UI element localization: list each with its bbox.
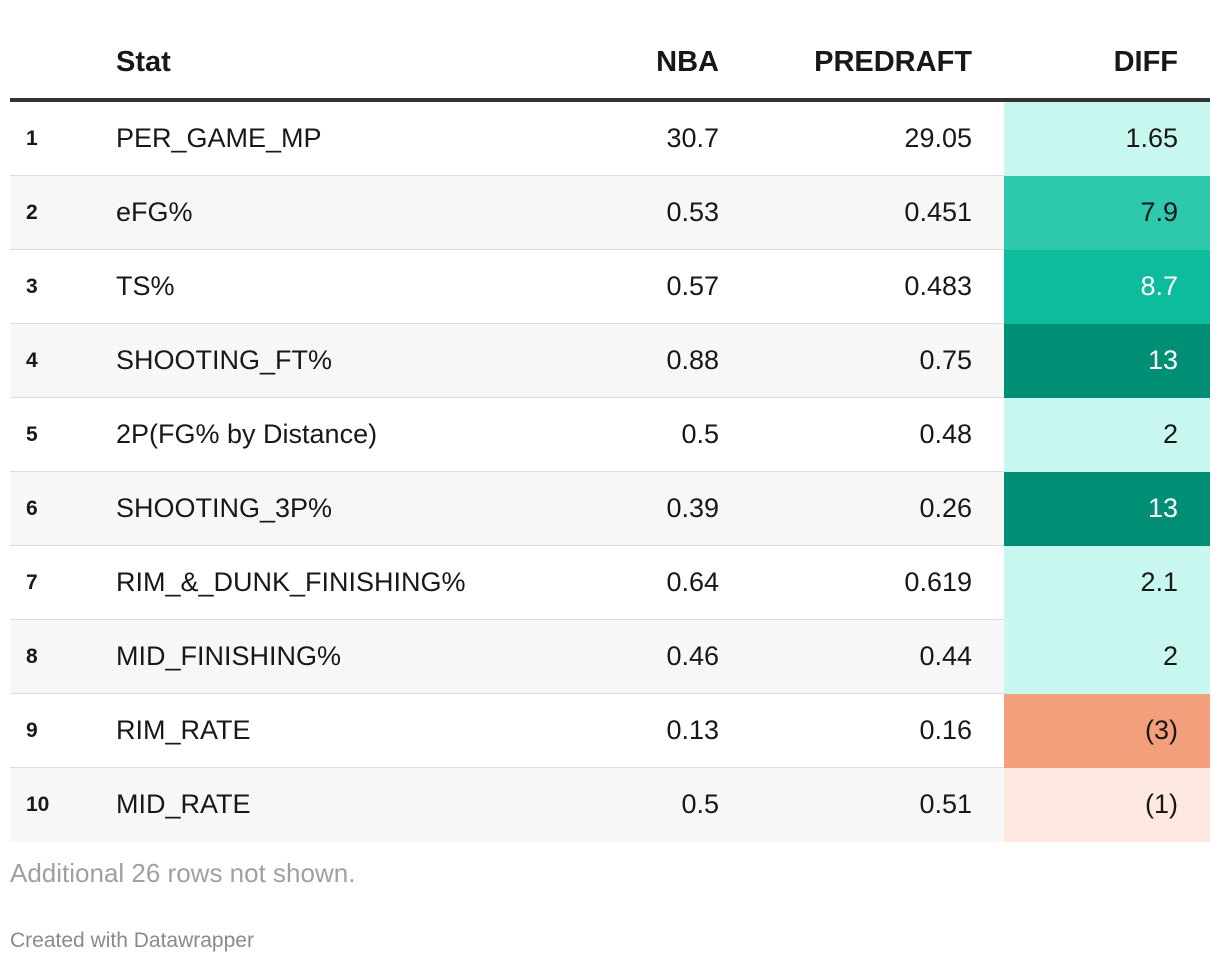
row-stat: MID_FINISHING%	[116, 619, 536, 694]
header-stat[interactable]: Stat	[116, 27, 536, 102]
row-rank: 9	[10, 693, 116, 768]
row-diff: (1)	[1004, 767, 1210, 842]
header-rank	[10, 27, 116, 102]
row-rank: 2	[10, 175, 116, 250]
row-rank: 5	[10, 397, 116, 472]
row-rank: 6	[10, 471, 116, 546]
row-diff: 7.9	[1004, 175, 1210, 250]
row-nba: 0.5	[536, 767, 719, 842]
row-diff: 13	[1004, 471, 1210, 546]
table-row: 2 eFG% 0.53 0.451 7.9	[10, 175, 1210, 250]
row-predraft: 0.75	[719, 323, 1004, 398]
row-rank: 3	[10, 249, 116, 324]
row-predraft: 0.48	[719, 397, 1004, 472]
table-row: 4 SHOOTING_FT% 0.88 0.75 13	[10, 323, 1210, 398]
row-diff: 1.65	[1004, 100, 1210, 176]
row-diff: 2	[1004, 619, 1210, 694]
row-stat: 2P(FG% by Distance)	[116, 397, 536, 472]
row-diff: 8.7	[1004, 249, 1210, 324]
row-predraft: 0.451	[719, 175, 1004, 250]
row-predraft: 0.51	[719, 767, 1004, 842]
row-nba: 0.64	[536, 545, 719, 620]
stats-table-container: Stat NBA PREDRAFT DIFF 1 PER_GAME_MP 30.7 2…	[10, 27, 1210, 842]
row-predraft: 29.05	[719, 100, 1004, 176]
table-row: 3 TS% 0.57 0.483 8.7	[10, 249, 1210, 324]
header-nba[interactable]: NBA	[536, 27, 719, 102]
row-nba: 0.57	[536, 249, 719, 324]
row-stat: MID_RATE	[116, 767, 536, 842]
row-diff: (3)	[1004, 693, 1210, 768]
header-predraft[interactable]: PREDRAFT	[719, 27, 1004, 102]
table-row: 6 SHOOTING_3P% 0.39 0.26 13	[10, 471, 1210, 546]
row-predraft: 0.483	[719, 249, 1004, 324]
table-row: 1 PER_GAME_MP 30.7 29.05 1.65	[10, 100, 1210, 176]
row-stat: TS%	[116, 249, 536, 324]
row-predraft: 0.26	[719, 471, 1004, 546]
header-row: Stat NBA PREDRAFT DIFF	[10, 27, 1210, 102]
row-predraft: 0.619	[719, 545, 1004, 620]
row-nba: 0.13	[536, 693, 719, 768]
table-row: 8 MID_FINISHING% 0.46 0.44 2	[10, 619, 1210, 694]
table-header: Stat NBA PREDRAFT DIFF	[10, 27, 1210, 102]
rows-not-shown-note: Additional 26 rows not shown.	[10, 858, 356, 888]
header-diff[interactable]: DIFF	[1004, 27, 1210, 102]
row-stat: RIM_&_DUNK_FINISHING%	[116, 545, 536, 620]
row-nba: 0.5	[536, 397, 719, 472]
row-nba: 0.53	[536, 175, 719, 250]
row-nba: 30.7	[536, 100, 719, 176]
row-stat: PER_GAME_MP	[116, 100, 536, 176]
row-nba: 0.46	[536, 619, 719, 694]
row-stat: SHOOTING_3P%	[116, 471, 536, 546]
row-nba: 0.88	[536, 323, 719, 398]
row-rank: 7	[10, 545, 116, 620]
datawrapper-credit[interactable]: Created with Datawrapper	[10, 929, 254, 952]
table-body: 1 PER_GAME_MP 30.7 29.05 1.65 2 eFG% 0.53 0.451 7…	[10, 100, 1210, 842]
row-nba: 0.39	[536, 471, 719, 546]
row-stat: eFG%	[116, 175, 536, 250]
table-row: 7 RIM_&_DUNK_FINISHING% 0.64 0.619 2.1	[10, 545, 1210, 620]
row-stat: SHOOTING_FT%	[116, 323, 536, 398]
row-predraft: 0.44	[719, 619, 1004, 694]
table-row: 10 MID_RATE 0.5 0.51 (1)	[10, 767, 1210, 842]
row-diff: 13	[1004, 323, 1210, 398]
row-stat: RIM_RATE	[116, 693, 536, 768]
row-rank: 10	[10, 767, 116, 842]
table-row: 9 RIM_RATE 0.13 0.16 (3)	[10, 693, 1210, 768]
row-rank: 1	[10, 100, 116, 176]
table-row: 5 2P(FG% by Distance) 0.5 0.48 2	[10, 397, 1210, 472]
stats-table: Stat NBA PREDRAFT DIFF 1 PER_GAME_MP 30.7 2…	[10, 27, 1210, 842]
row-rank: 8	[10, 619, 116, 694]
row-diff: 2	[1004, 397, 1210, 472]
row-diff: 2.1	[1004, 545, 1210, 620]
row-rank: 4	[10, 323, 116, 398]
row-predraft: 0.16	[719, 693, 1004, 768]
